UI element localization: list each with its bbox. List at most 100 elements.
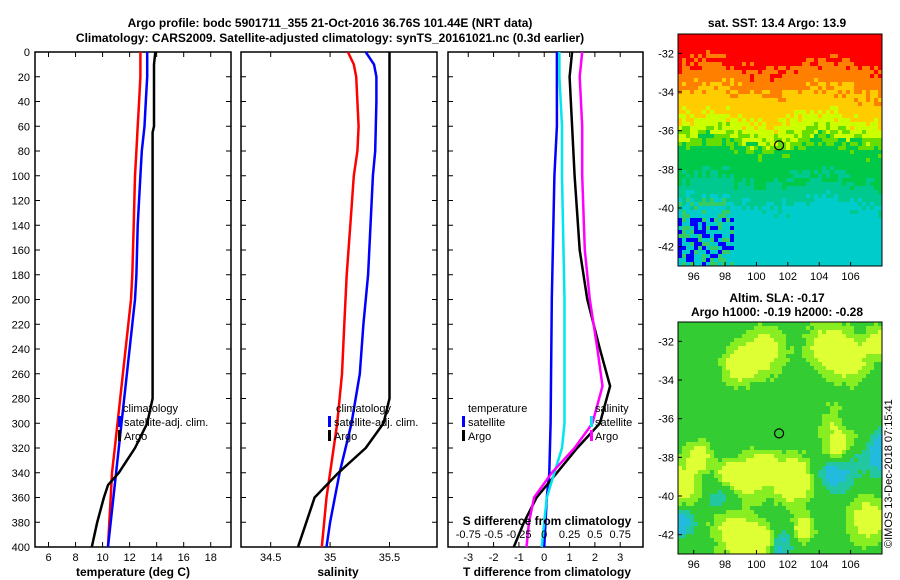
map-cell bbox=[826, 182, 831, 187]
map-cell bbox=[734, 82, 739, 87]
map-cell bbox=[690, 454, 695, 459]
map-cell bbox=[838, 122, 843, 127]
map-cell bbox=[826, 354, 831, 359]
map-cell bbox=[866, 354, 871, 359]
map-cell bbox=[838, 234, 843, 239]
map-cell bbox=[690, 378, 695, 383]
map-cell bbox=[822, 86, 827, 91]
map-cell bbox=[738, 382, 743, 387]
map-cell bbox=[734, 222, 739, 227]
map-cell bbox=[754, 174, 759, 179]
map-cell bbox=[854, 242, 859, 247]
map-cell bbox=[834, 170, 839, 175]
map-cell bbox=[878, 214, 883, 219]
map-cell bbox=[766, 190, 771, 195]
map-cell bbox=[834, 158, 839, 163]
map-cell bbox=[754, 146, 759, 151]
map-cell bbox=[802, 150, 807, 155]
map-cell bbox=[770, 382, 775, 387]
map-cell bbox=[714, 378, 719, 383]
map-cell bbox=[878, 146, 883, 151]
map-cell bbox=[722, 430, 727, 435]
map-cell bbox=[758, 418, 763, 423]
map-cell bbox=[846, 146, 851, 151]
map-cell bbox=[790, 146, 795, 151]
map-cell bbox=[762, 170, 767, 175]
map-cell bbox=[694, 222, 699, 227]
map-cell bbox=[742, 422, 747, 427]
map-cell bbox=[754, 106, 759, 111]
map-cell bbox=[782, 350, 787, 355]
map-cell bbox=[870, 138, 875, 143]
map-cell bbox=[798, 338, 803, 343]
map-cell bbox=[742, 334, 747, 339]
map-cell bbox=[682, 390, 687, 395]
map-cell bbox=[778, 74, 783, 79]
sst-map-lon-ticks: 96 98 100 102 104 106 bbox=[688, 262, 860, 283]
map-cell bbox=[778, 222, 783, 227]
map-cell bbox=[702, 354, 707, 359]
map-cell bbox=[770, 362, 775, 367]
map-cell bbox=[862, 378, 867, 383]
map-cell bbox=[846, 182, 851, 187]
map-cell bbox=[818, 58, 823, 63]
map-cell bbox=[678, 374, 683, 379]
sst-map-lat-ticks: -32-34-36-38-40-42 bbox=[658, 48, 682, 254]
map-cell bbox=[794, 338, 799, 343]
map-cell bbox=[858, 234, 863, 239]
map-cell bbox=[718, 142, 723, 147]
map-cell bbox=[686, 394, 691, 399]
map-cell bbox=[734, 58, 739, 63]
map-cell bbox=[806, 398, 811, 403]
map-cell bbox=[738, 410, 743, 415]
map-cell bbox=[826, 454, 831, 459]
map-cell bbox=[738, 378, 743, 383]
map-cell bbox=[698, 222, 703, 227]
map-cell bbox=[702, 190, 707, 195]
map-cell bbox=[834, 182, 839, 187]
depth-tick-label: 140 bbox=[12, 220, 30, 232]
map-cell bbox=[786, 82, 791, 87]
map-cell bbox=[854, 126, 859, 131]
map-cell bbox=[750, 174, 755, 179]
map-cell bbox=[710, 406, 715, 411]
map-cell bbox=[854, 238, 859, 243]
map-cell bbox=[754, 50, 759, 55]
map-cell bbox=[854, 258, 859, 263]
legend-t-satellite: satellite bbox=[468, 417, 505, 429]
map-cell bbox=[790, 378, 795, 383]
map-cell bbox=[870, 322, 875, 327]
map-cell bbox=[754, 206, 759, 211]
map-cell bbox=[850, 370, 855, 375]
map-cell bbox=[826, 238, 831, 243]
map-cell bbox=[770, 94, 775, 99]
map-cell bbox=[878, 126, 883, 131]
map-cell bbox=[702, 362, 707, 367]
map-cell bbox=[682, 186, 687, 191]
map-cell bbox=[846, 150, 851, 155]
map-cell bbox=[826, 242, 831, 247]
map-cell bbox=[786, 186, 791, 191]
map-cell bbox=[854, 94, 859, 99]
map-cell bbox=[794, 410, 799, 415]
map-cell bbox=[686, 134, 691, 139]
map-cell bbox=[874, 346, 879, 351]
map-cell bbox=[854, 322, 859, 327]
map-cell bbox=[690, 338, 695, 343]
map-cell bbox=[798, 406, 803, 411]
map-cell bbox=[754, 178, 759, 183]
map-cell bbox=[742, 386, 747, 391]
map-cell bbox=[718, 82, 723, 87]
map-cell bbox=[862, 434, 867, 439]
map-cell bbox=[854, 378, 859, 383]
map-cell bbox=[706, 106, 711, 111]
map-cell bbox=[866, 414, 871, 419]
map-cell bbox=[742, 130, 747, 135]
map-cell bbox=[870, 86, 875, 91]
map-cell bbox=[690, 230, 695, 235]
map-cell bbox=[706, 390, 711, 395]
map-cell bbox=[782, 214, 787, 219]
map-cell bbox=[830, 342, 835, 347]
map-cell bbox=[830, 118, 835, 123]
map-cell bbox=[770, 366, 775, 371]
